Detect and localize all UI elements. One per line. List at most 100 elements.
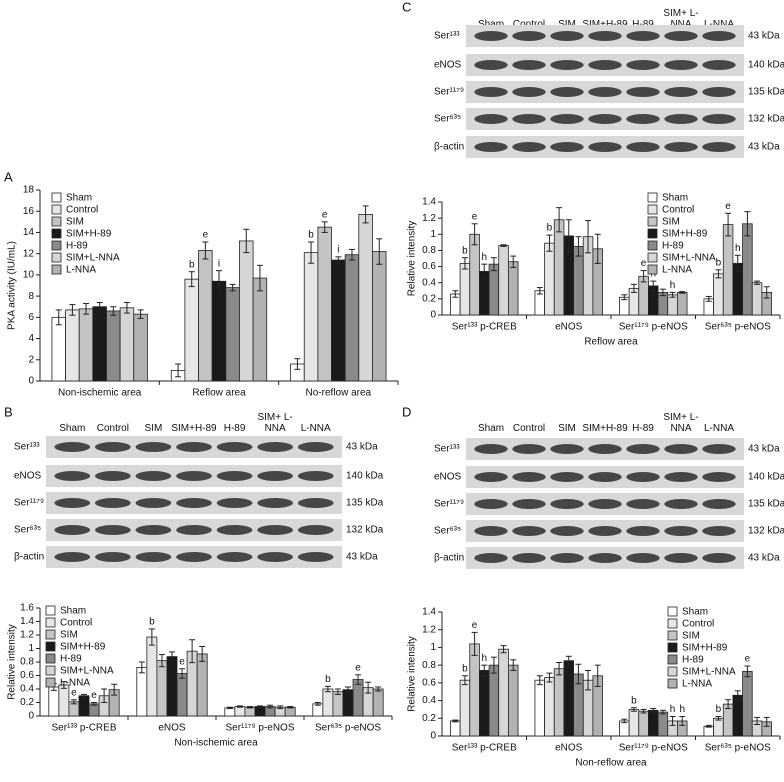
lane-label: Control <box>512 19 546 30</box>
blot-band <box>257 552 293 562</box>
blot-band <box>702 87 736 97</box>
x-tick-label: Non-ischemic area <box>58 388 142 399</box>
bar <box>166 656 178 717</box>
y-tick-label: 0.6 <box>422 677 436 688</box>
error-bar <box>575 663 582 685</box>
error-bar <box>734 254 741 272</box>
bar <box>751 282 763 316</box>
bar <box>479 670 490 737</box>
error-bar <box>594 664 601 687</box>
lane-label: Control <box>512 423 546 434</box>
legend-swatch <box>45 665 56 676</box>
bar <box>648 709 659 737</box>
blot-band <box>702 114 736 124</box>
x-tick-label: No-reflow area <box>306 388 372 399</box>
blot-band <box>664 31 698 41</box>
blot-band <box>512 444 546 454</box>
bar <box>722 224 734 316</box>
blot-kda: 135 kDa <box>748 499 784 510</box>
y-tick-label: 0.6 <box>20 670 34 681</box>
y-tick-label: 12 <box>23 248 35 259</box>
y-tick-label: 0.2 <box>422 713 436 724</box>
x-tick-label: Ser¹¹⁷⁹ p-eNOS <box>225 723 294 734</box>
error-bar <box>199 645 206 662</box>
blot-band <box>474 553 508 563</box>
error-bar <box>101 688 108 703</box>
error-bar <box>335 256 342 264</box>
legend-label: SIM+L-NNA <box>682 667 736 678</box>
bar <box>58 684 70 717</box>
lane-label: SIM+ L-NNA <box>257 412 293 434</box>
error-bar <box>257 705 263 708</box>
error-bar <box>679 291 686 294</box>
y-tick-label: 2 <box>28 354 34 365</box>
y-tick-label: 0 <box>28 711 34 722</box>
blot-band <box>550 60 584 70</box>
error-bar <box>575 236 582 257</box>
legend-swatch <box>667 642 678 653</box>
blot-kda: 140 kDa <box>346 471 384 482</box>
error-bar <box>294 358 301 370</box>
bar <box>322 688 334 717</box>
blot-band <box>588 499 622 509</box>
blot-band <box>474 142 508 152</box>
error-bar <box>60 681 67 689</box>
blot-band <box>54 442 91 452</box>
blot-band <box>626 31 660 41</box>
error-bar <box>546 234 553 252</box>
blot-band <box>474 499 508 509</box>
error-bar <box>123 301 130 314</box>
legend-label: SIM+L-NNA <box>60 666 114 677</box>
blot-row-label: β-actin <box>14 552 44 563</box>
bar <box>732 694 743 737</box>
error-bar <box>500 645 507 654</box>
blot-kda: 43 kDa <box>748 31 780 42</box>
bar <box>254 706 266 717</box>
significance-letter: i <box>337 244 339 255</box>
significance-letter: h <box>670 704 676 715</box>
bar <box>534 679 546 737</box>
blot-band <box>54 498 91 508</box>
lane-label-box: Control <box>512 423 546 434</box>
error-bar <box>585 669 592 691</box>
legend-swatch <box>667 618 678 629</box>
bar <box>119 307 135 382</box>
blot-kda: 43 kDa <box>748 553 780 564</box>
blot-band <box>176 442 212 452</box>
error-bar <box>510 659 517 671</box>
error-bar <box>452 719 459 723</box>
y-tick-label: 1 <box>28 643 34 654</box>
blot-band <box>702 553 736 563</box>
y-tick-label: 1 <box>430 229 436 240</box>
blot-band <box>626 60 660 70</box>
legend-swatch <box>51 216 62 227</box>
blot-band <box>626 553 660 563</box>
error-bar <box>246 706 253 709</box>
error-bar <box>510 255 517 268</box>
legend-label: Sham <box>66 193 92 204</box>
x-tick-label: Ser⁶³⁵ p-eNOS <box>705 743 771 754</box>
error-bar <box>481 664 488 677</box>
error-bar <box>324 685 331 693</box>
error-bar <box>277 705 284 710</box>
bar <box>372 688 384 717</box>
bar <box>106 310 121 382</box>
bar <box>507 261 519 316</box>
lane-label: L-NNA <box>703 19 734 30</box>
error-bar <box>679 716 686 726</box>
error-bar <box>308 241 315 264</box>
blot-kda: 140 kDa <box>748 472 784 483</box>
blot-band <box>474 87 508 97</box>
legend-swatch <box>45 677 56 688</box>
legend-label: SIM+H-89 <box>60 642 106 653</box>
legend-swatch <box>667 666 678 677</box>
error-bar <box>236 705 243 708</box>
y-tick-label: 16 <box>23 206 35 217</box>
x-axis-label: Non-ischemic area <box>174 738 258 749</box>
error-bar <box>490 257 497 272</box>
bar <box>498 245 509 316</box>
blot-band <box>588 142 622 152</box>
blot-band <box>550 31 584 41</box>
significance-letter: b <box>325 674 331 685</box>
lane-label: H-89 <box>632 423 654 434</box>
